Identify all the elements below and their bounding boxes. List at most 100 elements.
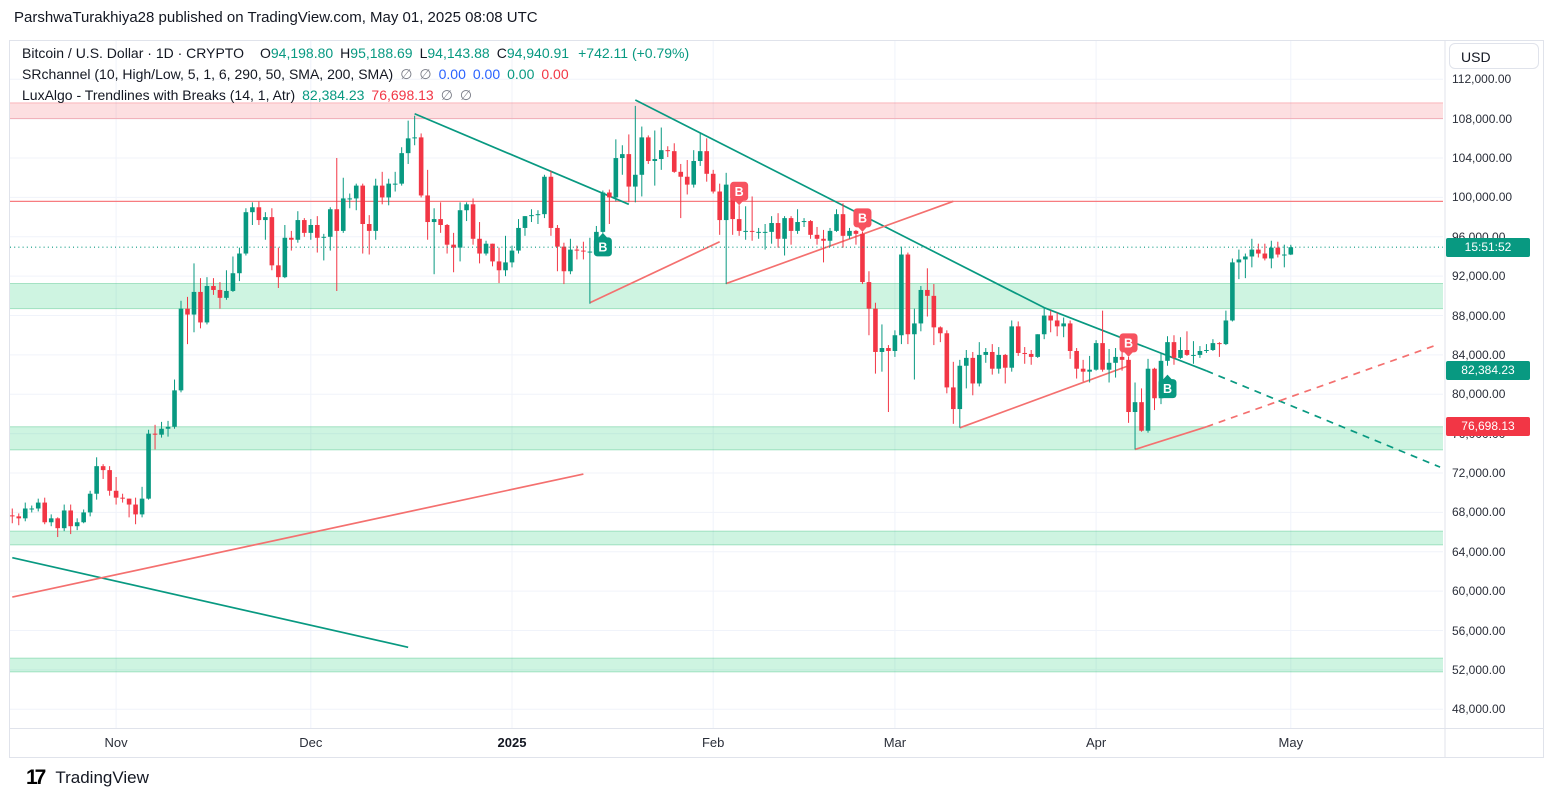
candle [1061,317,1066,338]
price-tick-label: 80,000.00 [1452,387,1506,402]
candle [1054,312,1060,337]
currency-button[interactable]: USD [1449,43,1539,69]
candle [1119,351,1125,371]
candle [1080,359,1086,382]
candle [509,245,515,268]
candle [671,143,677,173]
candle [860,231,865,285]
candle [81,509,86,524]
trendline [634,99,1045,309]
candle [211,278,216,295]
candle [996,347,1002,374]
price-tick-label: 60,000.00 [1452,584,1506,599]
symbol-title[interactable]: Bitcoin / U.S. Dollar · 1D · CRYPTO [22,45,244,61]
luxalgo-title[interactable]: LuxAlgo - Trendlines with Breaks (14, 1,… [22,87,296,103]
candle [840,203,846,248]
candle [477,222,482,264]
candle [133,497,138,525]
time-label: Feb [701,735,725,750]
bearish-break-marker: B [1119,333,1138,357]
candle [1282,244,1287,268]
candle [185,296,190,345]
candle [658,127,664,170]
price-tick-label: 56,000.00 [1452,623,1506,638]
price-tick-label: 64,000.00 [1452,544,1506,559]
low-value: 94,143.88 [427,45,490,61]
candle [626,134,632,203]
candle [704,138,709,182]
candle [1275,241,1281,258]
trendline [959,364,1129,429]
candle [710,169,716,194]
candle [217,282,223,309]
candle [379,171,385,205]
srchannel-values: ∅ ∅ 0.00 0.00 0.00 0.00 [393,66,568,83]
srchannel-indicator-row[interactable]: SRchannel (10, High/Low, 5, 1, 6, 290, 5… [22,66,689,87]
candle [444,224,450,254]
resistance-zone [10,102,1443,119]
candle [61,504,67,532]
candle [548,170,554,236]
candle [607,189,612,224]
bearish-break-marker: B [730,181,749,206]
bullish-break-marker: B [1158,374,1177,399]
candle [665,146,671,158]
indicator-value: 82,384.23 [302,87,365,103]
trendline [12,556,409,649]
candle [691,150,697,188]
candle [1217,342,1222,357]
candle [1113,348,1118,378]
legend: Bitcoin / U.S. Dollar · 1D · CRYPTO O94,… [22,45,689,108]
candle [529,209,534,223]
candle [16,513,22,526]
candle [873,302,878,374]
trendline [1206,345,1434,428]
candle [1236,249,1242,280]
candle [756,227,761,239]
candle [198,278,203,329]
candle [970,351,976,396]
candle [42,497,48,525]
candle [1093,340,1099,371]
candle [749,196,755,241]
trendline [414,112,630,206]
candle [769,216,774,244]
open-value: 94,198.80 [270,45,334,61]
chart-frame [9,40,1544,758]
candle [561,242,567,285]
price-tick-label: 104,000.00 [1452,151,1513,166]
candle [107,466,112,496]
candle [1022,347,1028,364]
candle [743,206,748,240]
candle [1015,321,1021,356]
candle [1067,320,1073,359]
svg-text:B: B [858,211,867,225]
candle [302,218,307,237]
candle [645,135,651,164]
candle [853,229,859,245]
indicator-value: 0.00 [472,66,501,82]
candle [334,158,340,291]
trendlines-layer [12,99,1441,649]
price-tick-label: 112,000.00 [1452,72,1512,87]
candle [347,193,353,209]
candle [1184,331,1190,356]
luxalgo-indicator-row[interactable]: LuxAlgo - Trendlines with Breaks (14, 1,… [22,87,689,108]
candle [425,169,430,240]
candle [178,300,184,393]
candle [113,476,119,505]
candle [1145,358,1151,433]
time-label: 2025 [497,735,527,750]
lower-trendline-value-badge: 76,698.13 [1446,417,1530,437]
tradingview-branding[interactable]: 17 TradingView [26,765,149,791]
ohlc-values: O94,198.80 H95,188.69 L94,143.88 C94,940.91 [253,45,569,61]
srchannel-title[interactable]: SRchannel (10, High/Low, 5, 1, 6, 290, 5… [22,66,394,82]
symbol-row[interactable]: Bitcoin / U.S. Dollar · 1D · CRYPTO O94,… [22,45,689,66]
candle [1009,320,1015,372]
indicator-value: ∅ [440,87,453,103]
candle [1230,258,1235,322]
candle [1210,339,1216,351]
candle [483,240,489,256]
candle [938,326,943,343]
